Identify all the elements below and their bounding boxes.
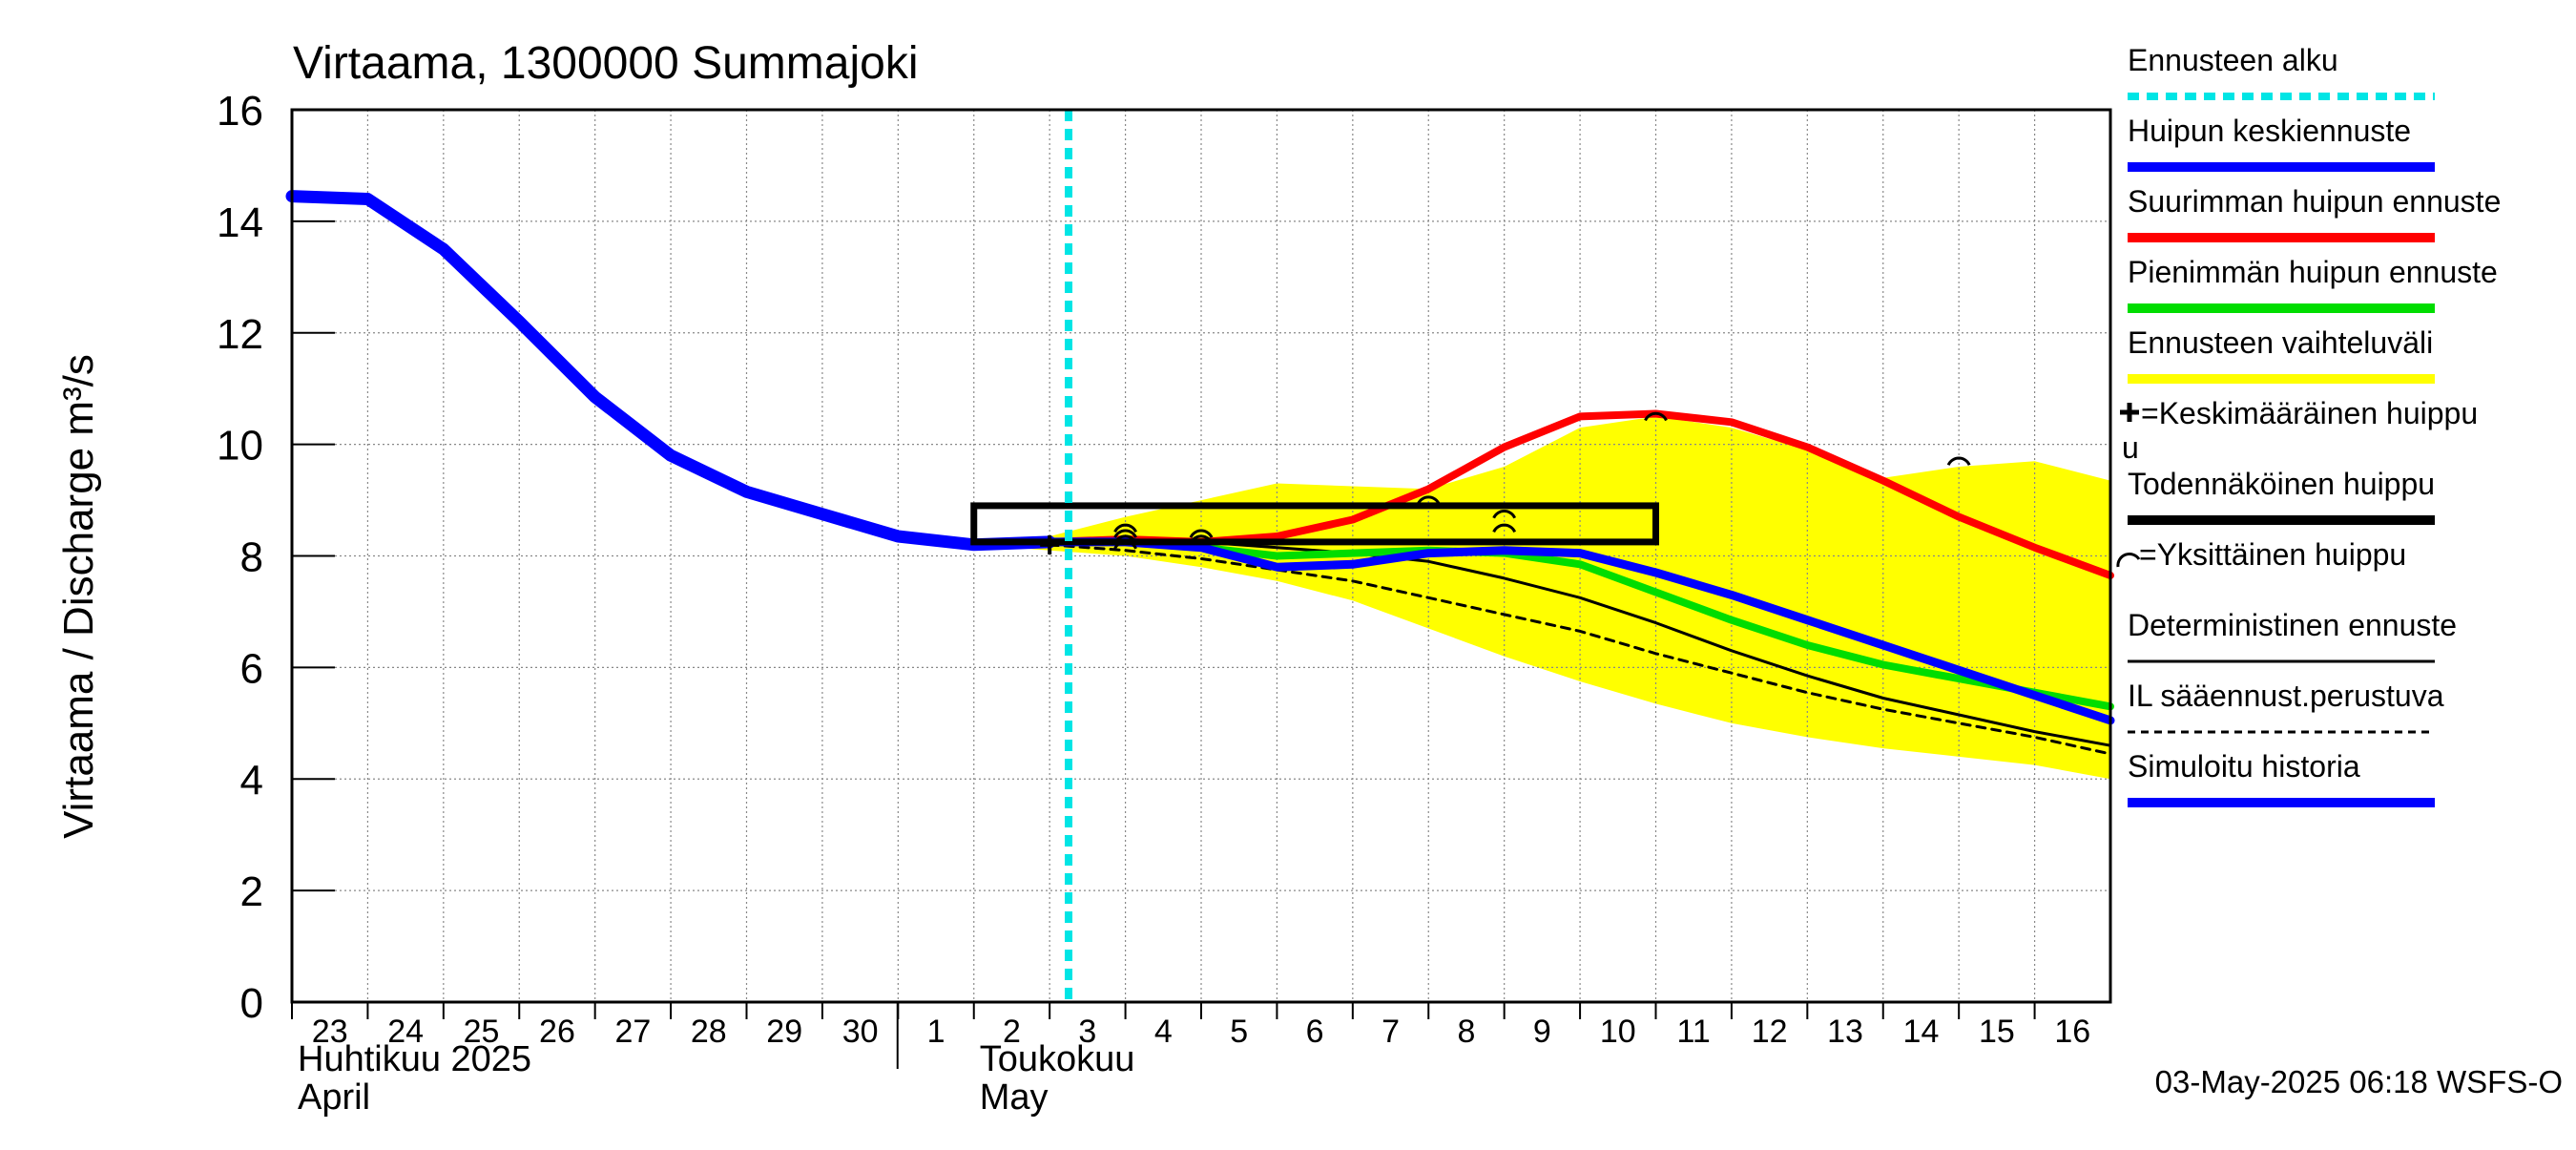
forecast-range-band	[973, 416, 2110, 780]
individual-peak-marker	[1492, 523, 1517, 533]
y-axis-label: Virtaama / Discharge m³/s	[55, 354, 102, 839]
plus-icon	[2120, 403, 2139, 422]
x-tick-label: 2	[1003, 1014, 1021, 1050]
x-tick-label: 8	[1457, 1014, 1475, 1050]
individual-peak-marker	[1946, 456, 1971, 466]
legend-label-wrap: u	[2122, 430, 2139, 465]
x-tick-label: 13	[1827, 1014, 1863, 1050]
x-tick-label: 14	[1903, 1014, 1940, 1050]
x-tick-label: 6	[1306, 1014, 1324, 1050]
series-line-huipun-keskiennuste	[1045, 537, 2115, 725]
legend-label-suurimman-huipun-ennuste: Suurimman huipun ennuste	[2128, 184, 2501, 219]
arc-icon	[2116, 553, 2141, 568]
x-tick-label: 30	[842, 1014, 879, 1050]
legend-label-simuloitu-historia: Simuloitu historia	[2128, 749, 2360, 784]
y-tick-label: 16	[217, 88, 263, 135]
y-tick-label: 10	[217, 423, 263, 470]
series-line-il-s-ennust-perustuva	[1048, 543, 2112, 756]
chart-title: Virtaama, 1300000 Summajoki	[293, 38, 918, 89]
x-tick-label: 23	[312, 1014, 348, 1050]
legend-label-ennusteen-vaihteluv-li: Ennusteen vaihteluväli	[2128, 325, 2433, 360]
legend-label-ennusteen-alku: Ennusteen alku	[2128, 43, 2338, 77]
x-tick-label: 24	[387, 1014, 424, 1050]
y-tick-label: 14	[217, 199, 263, 246]
month-label-fi: Toukokuu	[980, 1039, 1135, 1079]
legend-label-yksitt-inen-huippu: =Yksittäinen huippu	[2139, 537, 2406, 572]
x-tick-label: 4	[1154, 1014, 1173, 1050]
individual-peak-marker	[1113, 540, 1137, 550]
x-tick-label: 5	[1230, 1014, 1248, 1050]
individual-peak-marker	[1113, 534, 1137, 544]
legend-label-il-s-ennust-perustuva: IL sääennust.perustuva	[2128, 679, 2444, 713]
individual-peak-marker	[1113, 529, 1137, 538]
legend: Ennusteen alku Huipun keskiennuste Suurimm…	[2116, 43, 2501, 807]
y-tick-label: 6	[240, 645, 263, 692]
x-tick-label: 10	[1600, 1014, 1636, 1050]
legend-label-keskim-r-inen-huippu: =Keskimääräinen huippu	[2141, 396, 2478, 430]
individual-peak-marker	[1189, 529, 1214, 538]
series-line-simuloitu-historia	[285, 190, 1056, 552]
timestamp: 03-May-2025 06:18 WSFS-O	[2155, 1064, 2563, 1099]
individual-peak-marker	[1416, 495, 1441, 505]
x-tick-label: 12	[1752, 1014, 1788, 1050]
y-tick-label: 2	[240, 868, 263, 915]
individual-peak-marker	[1113, 523, 1137, 533]
month-label-en: April	[298, 1077, 370, 1118]
month-label-fi: Huhtikuu 2025	[298, 1039, 531, 1079]
probable-peak-box	[970, 502, 1659, 546]
y-tick-label: 0	[240, 980, 263, 1027]
legend-label-todenn-k-inen-huippu: Todennäköinen huippu	[2128, 467, 2435, 501]
x-tick-label: 15	[1979, 1014, 2015, 1050]
x-tick-label: 29	[766, 1014, 802, 1050]
x-tick-label: 25	[464, 1014, 500, 1050]
individual-peak-marker	[1189, 534, 1214, 544]
legend-label-pienimm-n-huipun-ennuste: Pienimmän huipun ennuste	[2128, 255, 2498, 289]
individual-peak-marker	[1492, 510, 1517, 519]
y-tick-label: 12	[217, 311, 263, 358]
y-tick-label: 4	[240, 757, 263, 804]
x-tick-label: 3	[1078, 1014, 1096, 1050]
month-label-en: May	[980, 1077, 1049, 1118]
individual-peak-marker	[1644, 411, 1668, 422]
x-tick-label: 1	[927, 1014, 945, 1050]
x-tick-label: 11	[1677, 1014, 1711, 1050]
x-tick-label: 9	[1533, 1014, 1551, 1050]
x-tick-label: 7	[1381, 1014, 1400, 1050]
x-tick-label: 27	[614, 1014, 651, 1050]
y-tick-label: 8	[240, 534, 263, 581]
x-tick-label: 26	[539, 1014, 575, 1050]
legend-label-deterministinen-ennuste: Deterministinen ennuste	[2128, 608, 2457, 642]
mean-peak-marker	[1040, 534, 1060, 554]
legend-label-huipun-keskiennuste: Huipun keskiennuste	[2128, 114, 2411, 148]
x-tick-label: 28	[691, 1014, 727, 1050]
x-tick-label: 16	[2054, 1014, 2090, 1050]
